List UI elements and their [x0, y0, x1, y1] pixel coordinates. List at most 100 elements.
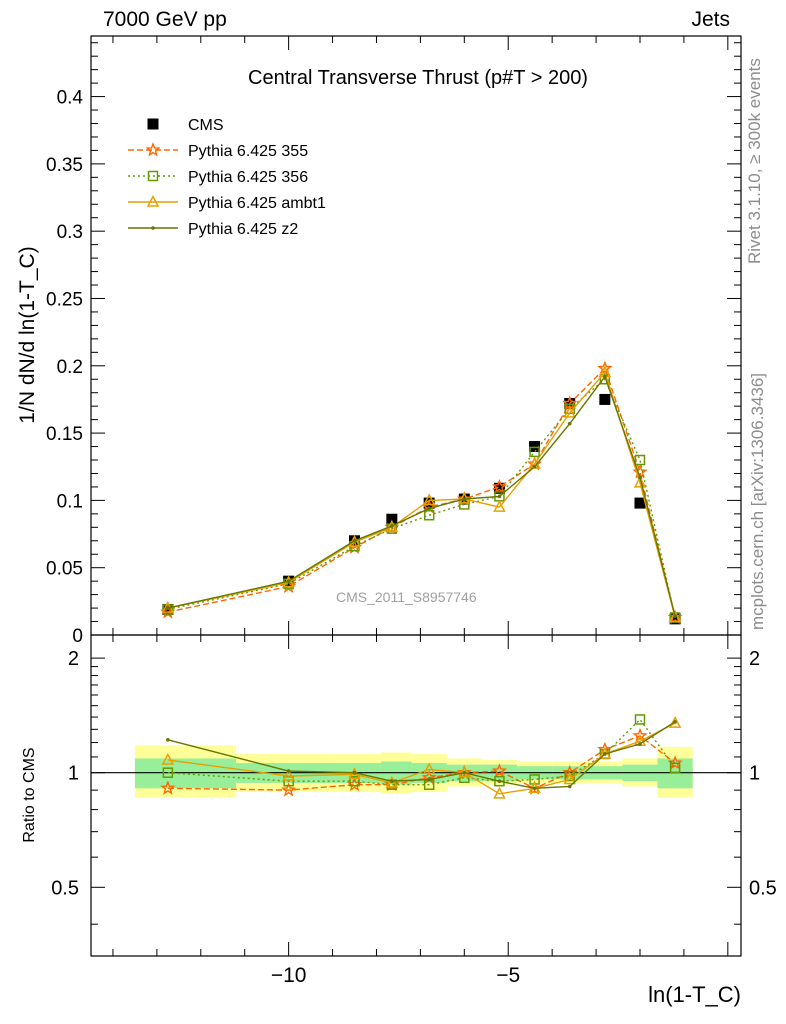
triangle-marker	[348, 535, 361, 547]
triangle-marker	[563, 405, 576, 418]
ratio-point	[427, 777, 431, 782]
cms-marker	[529, 441, 541, 453]
ratio-point	[385, 775, 399, 788]
y-tick-label: 0.1	[57, 491, 83, 512]
square-marker	[349, 775, 360, 787]
data-point	[603, 374, 607, 379]
star-marker	[632, 727, 648, 743]
data-point	[673, 614, 677, 618]
dot-marker	[427, 506, 431, 511]
ratio-point	[493, 786, 506, 799]
legend-label: Pythia 6.425 356	[188, 169, 308, 186]
series-line	[167, 367, 676, 618]
y-tick-label: 0.05	[46, 559, 83, 580]
star-marker	[456, 764, 472, 780]
star-marker	[491, 763, 508, 778]
series-line	[167, 378, 676, 618]
ratio-point	[166, 738, 170, 742]
triangle-marker	[633, 475, 647, 488]
triangle-marker	[146, 194, 160, 207]
data-point	[166, 606, 170, 610]
ratio-point	[632, 727, 648, 743]
ratio-point	[352, 770, 357, 775]
data-point	[422, 493, 436, 506]
dot-marker	[497, 494, 502, 499]
star-marker	[597, 360, 613, 375]
dot-marker	[603, 752, 607, 756]
star-marker	[160, 780, 176, 795]
ratio-point	[668, 715, 682, 728]
data-point	[529, 446, 540, 458]
cms-marker	[599, 393, 611, 405]
dot-marker	[638, 742, 642, 746]
data-point	[668, 610, 682, 623]
data-point	[427, 506, 431, 511]
data-point	[669, 613, 681, 625]
ratio-point	[563, 772, 576, 785]
data-point	[597, 360, 613, 375]
legend-label: Pythia 6.425 ambt1	[188, 195, 326, 212]
legend-entry	[128, 142, 178, 157]
triangle-marker	[668, 715, 682, 728]
ratio-point	[458, 765, 471, 778]
data-point	[348, 535, 361, 547]
series-line	[167, 375, 676, 617]
triangle-marker	[458, 765, 471, 778]
dot-marker	[673, 614, 677, 618]
ratio-point	[162, 767, 174, 778]
ratio-point	[282, 768, 295, 781]
ratio-point	[567, 784, 572, 789]
dot-marker	[166, 738, 170, 742]
y-tick-label: 0.35	[46, 155, 83, 176]
legend-entry	[147, 118, 159, 130]
star-marker	[145, 142, 161, 157]
legend-marker	[147, 170, 159, 182]
data-point	[599, 393, 611, 405]
ratio-point	[634, 714, 646, 725]
y-tick-label: 0.4	[57, 88, 84, 109]
ratio-tick-label: 1	[68, 763, 79, 785]
rivet-label: Rivet 3.1.10, ≥ 300k events	[745, 58, 764, 264]
legend-entry	[128, 170, 178, 182]
dot-marker	[390, 524, 394, 528]
ratio-point	[638, 742, 642, 746]
ratio-tick-label: 0.5	[51, 877, 79, 899]
square-marker	[494, 775, 505, 787]
data-point	[456, 491, 472, 506]
legend-entry	[128, 226, 178, 230]
star-marker	[491, 479, 508, 494]
beam-label: 7000 GeV pp	[103, 8, 227, 31]
data-point	[286, 579, 291, 583]
dot-marker	[673, 720, 677, 724]
data-point	[532, 464, 537, 469]
dot-marker	[638, 475, 642, 480]
data-point	[462, 497, 467, 501]
ratio-point	[422, 762, 436, 775]
triangle-marker	[422, 493, 436, 506]
data-point	[162, 604, 174, 615]
square-marker	[599, 373, 611, 385]
data-point	[423, 509, 435, 521]
analysis-watermark: CMS_2011_S8957746	[336, 589, 477, 605]
square-marker	[634, 454, 646, 466]
ratio-point	[281, 782, 297, 797]
dot-marker	[352, 770, 357, 775]
dot-marker	[427, 777, 431, 782]
ratio-point	[532, 786, 537, 791]
data-point	[352, 538, 357, 543]
square-marker	[423, 509, 435, 521]
chart-title: Central Transverse Thrust (p#T > 200)	[248, 67, 588, 89]
legend-label: Pythia 6.425 355	[188, 143, 308, 160]
ratio-tick-label-right: 0.5	[749, 877, 777, 899]
ratio-tick-label: 2	[68, 648, 79, 670]
ratio-point	[160, 780, 176, 795]
data-point	[638, 475, 642, 480]
data-point	[567, 421, 572, 426]
ratio-point	[456, 764, 472, 780]
process-label: Jets	[691, 8, 730, 31]
square-marker	[529, 446, 540, 458]
triangle-marker	[282, 768, 295, 781]
dot-marker	[603, 374, 607, 379]
ratio-point	[494, 775, 505, 787]
